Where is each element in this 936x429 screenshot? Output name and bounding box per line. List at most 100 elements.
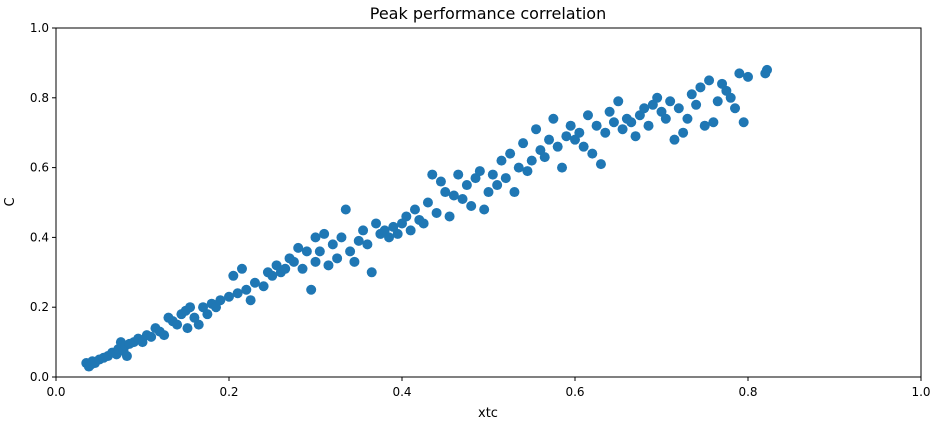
point [224,291,234,302]
point [712,96,723,107]
point [362,239,373,250]
point [267,270,278,281]
point [686,89,697,100]
chart-title: Peak performance correlation [370,4,606,23]
point [522,166,533,177]
point [500,173,511,184]
point [392,228,403,239]
point [682,113,693,124]
point [405,225,416,236]
point [435,176,446,187]
point [310,256,321,267]
point [561,131,572,142]
point [245,295,256,306]
point [232,288,243,299]
point [587,148,598,159]
point [513,162,524,173]
point [734,68,745,79]
point [483,187,494,198]
point [121,351,132,362]
point [738,117,749,128]
point [565,120,576,131]
x-axis-label: xtc [478,406,498,421]
point [652,92,663,103]
point [193,319,204,330]
point [699,120,710,131]
y-tick-label: 0.0 [30,370,49,384]
point [509,187,520,198]
point [595,159,606,170]
point [704,75,715,86]
point [557,162,568,173]
point [159,330,170,341]
x-tick-label: 0.4 [392,385,411,399]
point [440,187,451,198]
point [526,155,537,166]
point [496,155,507,166]
point [371,218,382,229]
x-tick-label: 0.8 [738,385,757,399]
point [608,117,619,128]
point [505,148,516,159]
point [345,246,356,257]
point [582,110,593,121]
point [323,260,334,271]
y-tick-label: 0.2 [30,300,49,314]
point [310,232,321,243]
y-tick-label: 0.4 [30,230,49,244]
plot-frame [55,27,922,378]
point [327,239,338,250]
point [531,124,542,135]
point [743,71,753,82]
point [604,106,615,117]
point [258,281,269,292]
point [202,309,213,320]
x-tick-label: 0.6 [565,385,584,399]
point [492,180,503,191]
point [539,152,550,163]
point [695,82,706,93]
point [630,131,641,142]
point [725,92,736,103]
point [146,331,157,342]
point [691,99,702,110]
x-tick-label: 0.2 [219,385,238,399]
point [617,124,628,135]
point [422,197,433,208]
point [552,141,563,152]
point [301,246,312,257]
point [418,218,429,229]
x-tick-label: 0.0 [46,385,65,399]
point [319,228,330,239]
y-axis-label: C [3,197,18,206]
point [678,127,689,138]
point [409,204,420,215]
point [336,232,347,243]
point [669,134,680,145]
point [487,169,498,180]
point [660,113,671,124]
point [228,270,239,281]
point [626,117,637,128]
point [288,256,299,267]
point [457,194,468,205]
point [479,204,490,215]
point [600,127,611,138]
point [293,242,304,253]
point [427,169,438,180]
point [613,96,624,107]
point [332,253,343,264]
point [236,263,247,274]
y-tick-label: 0.8 [30,91,49,105]
y-tick-label: 0.6 [30,161,49,175]
point [314,246,325,257]
point [349,256,360,267]
point [366,267,377,278]
y-tick-label: 1.0 [30,21,49,35]
point [340,204,351,215]
point [544,134,555,145]
point [353,235,364,246]
point [215,295,226,306]
point [185,302,196,313]
